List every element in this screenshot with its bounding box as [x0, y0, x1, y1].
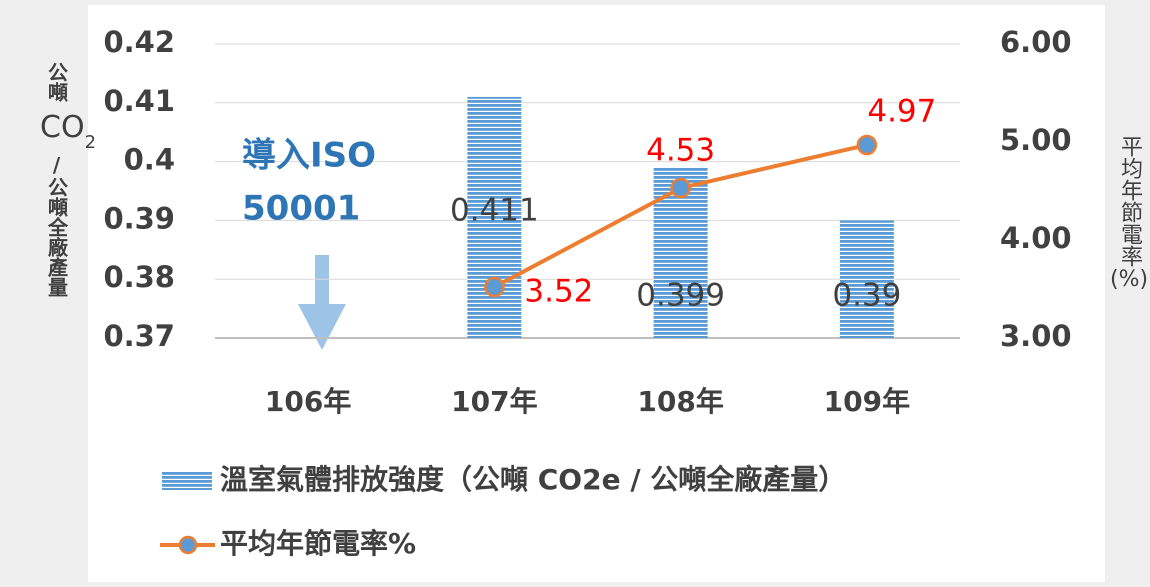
x-tick-label: 107年 [451, 385, 537, 418]
y2-label-part: (%) [1110, 267, 1149, 292]
y2-tick-label: 5.00 [1000, 123, 1072, 157]
line-marker [670, 177, 691, 199]
line-marker [484, 276, 505, 298]
y-label-part: CO [40, 110, 85, 145]
y-tick-label: 0.38 [103, 260, 175, 294]
y-label-formula: CO 2 [40, 110, 96, 153]
y-label-part: 2 [84, 132, 97, 153]
y-tick-label: 0.37 [103, 319, 175, 353]
y-label-part: /公噸全廠產量 [44, 153, 69, 297]
y-tick-label: 0.41 [103, 84, 175, 118]
y-tick-label: 0.4 [124, 143, 175, 177]
arrow [298, 255, 346, 350]
annotation: 50001 [242, 189, 360, 229]
legend-label: 溫室氣體排放強度（公噸 CO2e / 公噸全廠產量） [220, 463, 846, 496]
data-label: 0.39 [832, 278, 901, 314]
x-tick-label: 108年 [637, 385, 723, 418]
x-tick-label: 106年 [265, 385, 351, 418]
y-label-part: 公噸 [44, 62, 69, 102]
bar [839, 220, 894, 338]
y2-label-part: 平均年節電率 [1117, 135, 1143, 267]
y2-tick-label: 3.00 [1000, 319, 1072, 353]
data-label: 4.53 [646, 133, 715, 169]
legend-swatch [162, 472, 212, 490]
y-axis-label: 公噸 CO 2/公噸全廠產量 [18, 62, 96, 297]
plot-background [88, 5, 1105, 582]
data-label: 0.399 [636, 278, 725, 314]
data-label: 3.52 [524, 274, 593, 310]
data-label: 0.411 [450, 193, 539, 229]
annotation: 導入ISO [242, 136, 376, 176]
y2-tick-label: 4.00 [1000, 221, 1072, 255]
y-tick-label: 0.42 [103, 25, 175, 59]
legend-marker [178, 535, 198, 555]
bar [467, 96, 522, 338]
data-label: 4.97 [867, 93, 936, 129]
x-tick-label: 109年 [824, 385, 910, 418]
line-marker [856, 134, 878, 156]
y2-axis-label: 平均年節電率 (%) [1110, 135, 1148, 292]
y-tick-label: 0.39 [103, 201, 175, 235]
legend-label: 平均年節電率% [220, 527, 416, 560]
y2-tick-label: 6.00 [1000, 25, 1072, 59]
